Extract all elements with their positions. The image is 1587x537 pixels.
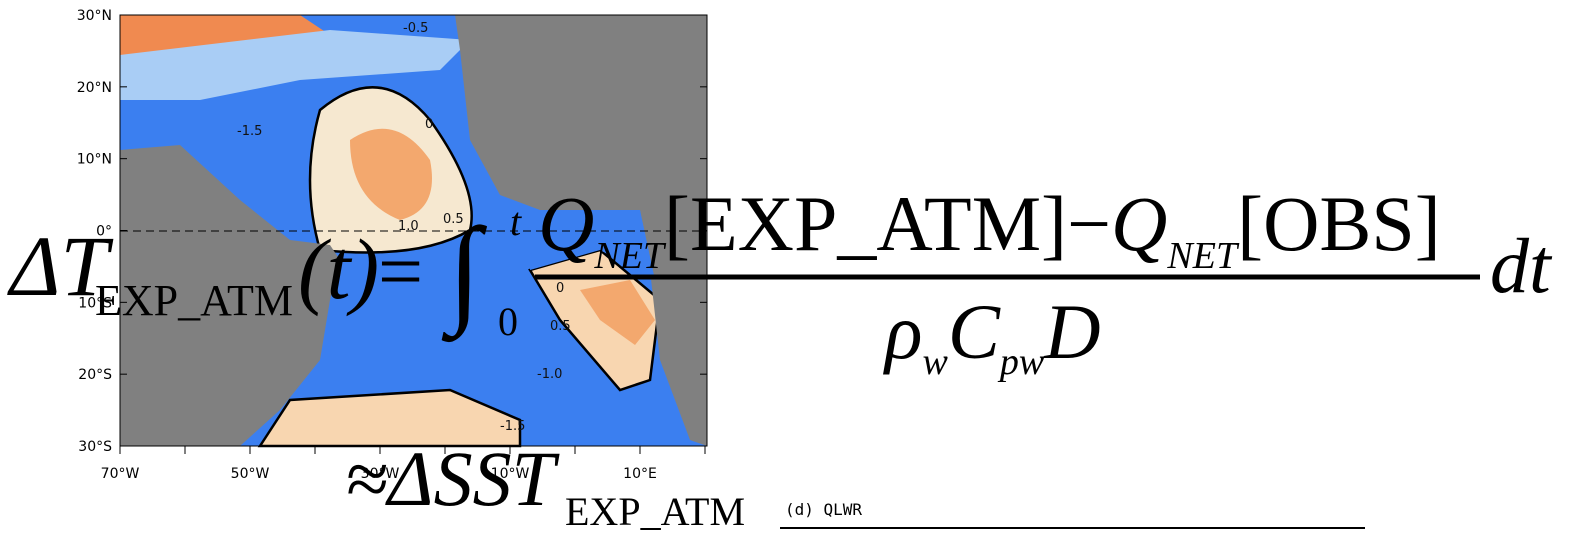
contour-label: -1.0	[537, 367, 562, 382]
eq-sub: EXP_ATM	[95, 276, 293, 325]
eq-lower: 0	[498, 299, 518, 344]
rho: ρ	[883, 288, 922, 375]
lat-label: 10°N	[77, 152, 112, 168]
lat-label: 0°	[96, 224, 112, 240]
bracket: [EXP_ATM]	[664, 180, 1067, 267]
lat-label: 20°N	[77, 80, 112, 96]
lon-label: 30°W	[361, 466, 400, 482]
sub: w	[922, 341, 948, 383]
lat-label: 30°N	[77, 8, 112, 24]
d: D	[1043, 288, 1100, 375]
sub: NET	[593, 235, 667, 277]
contour-label: -0.5	[403, 21, 428, 36]
eq-upper: t	[510, 199, 522, 244]
eq-arg: (t)	[298, 221, 379, 317]
lon-label: 50°W	[231, 466, 270, 482]
contour-label: -1.5	[237, 124, 262, 139]
lon-label: 10°W	[491, 466, 530, 482]
c: C	[948, 288, 1001, 375]
q: Q	[1111, 180, 1167, 267]
q: Q	[538, 180, 594, 267]
bracket: [OBS]	[1237, 180, 1441, 267]
page: -0.5-1.501.00.500.5-1.0-1.5 ΔT EXP_ATM (…	[0, 0, 1587, 537]
lat-label: 30°S	[78, 439, 112, 455]
caption: (d) QLWR	[785, 500, 862, 519]
eq-numerator: QNET[EXP_ATM]−QNET[OBS]	[538, 180, 1441, 277]
sub: pw	[997, 341, 1045, 383]
lon-label: 70°W	[101, 466, 140, 482]
eq-denominator: ρwCpwD	[883, 288, 1101, 383]
eq-approx-sub: EXP_ATM	[565, 489, 745, 534]
contour-label: 0.5	[550, 319, 571, 334]
lat-label: 10°S	[78, 295, 112, 311]
eq-dt: dt	[1490, 222, 1553, 309]
eq-equals: =	[378, 228, 423, 316]
minus: −	[1067, 180, 1111, 267]
lat-label: 20°S	[78, 367, 112, 383]
contour-label: 0	[556, 281, 564, 296]
sub: NET	[1166, 235, 1240, 277]
contour-label: -1.5	[500, 419, 525, 434]
lon-label: 10°E	[623, 466, 657, 482]
contour-label: 0	[425, 117, 433, 132]
